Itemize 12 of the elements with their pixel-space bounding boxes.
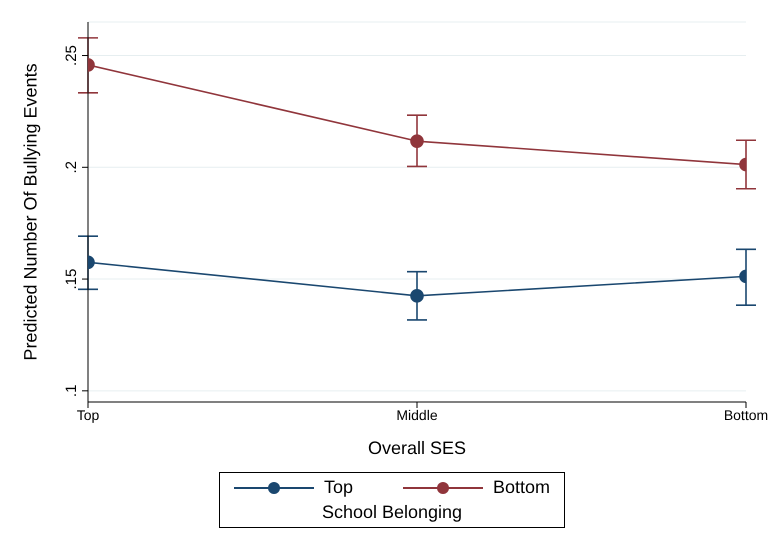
y-tick-label: .2 — [63, 161, 80, 174]
y-tick-label: .15 — [63, 268, 80, 290]
legend-label: Bottom — [493, 477, 550, 498]
x-tick-label: Bottom — [724, 406, 768, 423]
y-axis-title: Predicted Number Of Bullying Events — [20, 63, 40, 361]
y-tick-label: .25 — [63, 45, 80, 66]
x-tick-label: Middle — [396, 406, 438, 423]
y-tick-label: .1 — [63, 384, 80, 398]
legend-label: Top — [324, 477, 353, 498]
legend-title: School Belonging — [320, 502, 464, 523]
x-tick-label: Top — [76, 406, 100, 423]
x-axis-title: Overall SES — [368, 438, 466, 458]
